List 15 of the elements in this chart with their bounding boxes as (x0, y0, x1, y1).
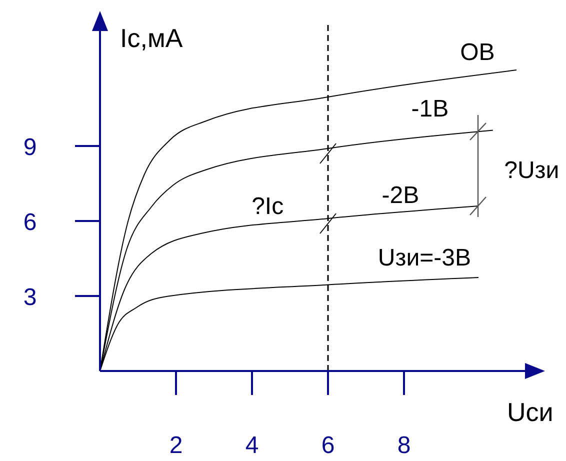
annotation: ?Iс (252, 192, 284, 220)
y-tick-label: 6 (23, 209, 37, 236)
series-label: OВ (460, 39, 495, 66)
y-tick-label: 9 (23, 134, 37, 161)
x-tick-label: 4 (245, 432, 259, 459)
series-label: Uзи=-3В (378, 244, 472, 272)
x-tick-label: 2 (169, 432, 183, 459)
annotation: ?Uзи (504, 157, 560, 184)
y-tick-label: 3 (23, 284, 37, 311)
y-axis-title: Iс,мА (120, 23, 184, 53)
x-tick-label: 8 (397, 432, 411, 459)
series-label: -1В (411, 95, 449, 122)
x-tick-label: 6 (321, 432, 335, 459)
series-label: -2В (382, 182, 420, 209)
x-axis-title: Uси (507, 397, 554, 427)
